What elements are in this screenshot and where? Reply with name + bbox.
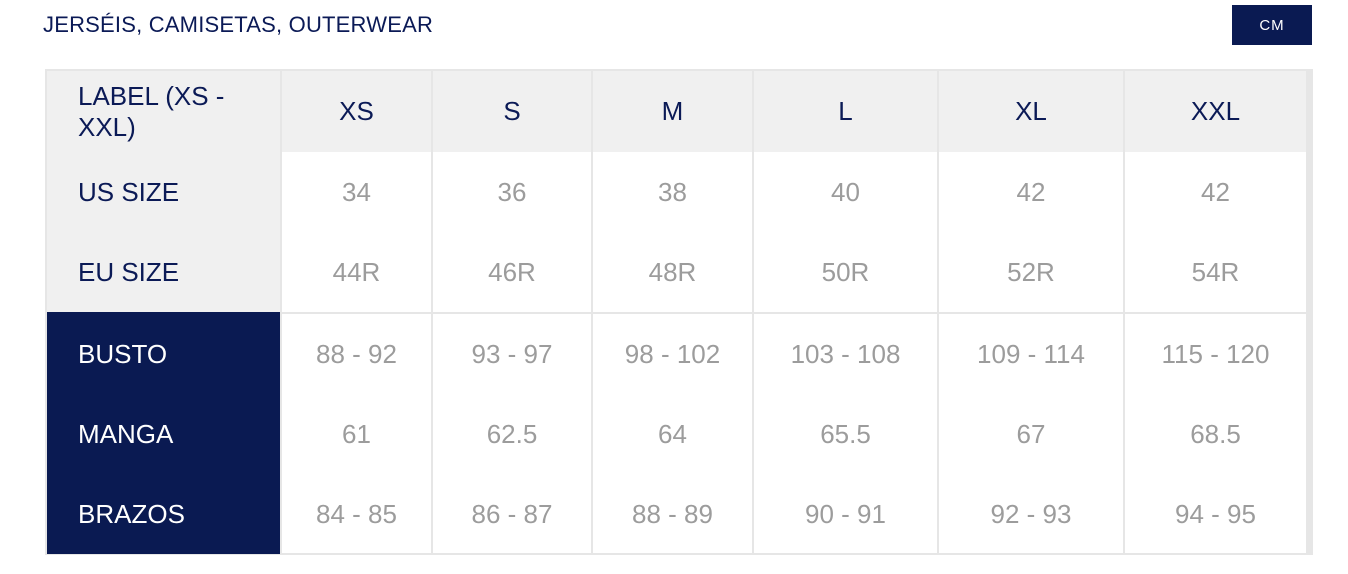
table-row-busto: BUSTO 88 - 92 93 - 97 98 - 102 103 - 108…: [47, 312, 1308, 394]
table-row-us-size: US SIZE 34 36 38 40 42 42: [47, 152, 1308, 232]
table-cell: 46R: [431, 232, 593, 313]
table-cell: 64: [591, 394, 754, 474]
row-label-manga: MANGA: [47, 394, 282, 474]
table-cell: 86 - 87: [431, 474, 593, 554]
table-cell: 54R: [1123, 232, 1308, 313]
table-cell: 42: [1123, 152, 1308, 232]
table-cell: 48R: [591, 232, 754, 313]
table-cell: 42: [937, 152, 1125, 232]
table-cell: 52R: [937, 232, 1125, 313]
table-row-eu-size: EU SIZE 44R 46R 48R 50R 52R 54R: [47, 232, 1308, 313]
row-label-busto: BUSTO: [47, 312, 282, 394]
table-cell: 109 - 114: [937, 312, 1125, 394]
table-row-brazos: BRAZOS 84 - 85 86 - 87 88 - 89 90 - 91 9…: [47, 474, 1308, 554]
table-cell: 44R: [280, 232, 433, 313]
row-label-eu-size: EU SIZE: [47, 232, 282, 313]
table-row-manga: MANGA 61 62.5 64 65.5 67 68.5: [47, 394, 1308, 474]
header-label-cell: LABEL (XS - XXL): [47, 71, 282, 152]
header-size-cell: L: [752, 71, 939, 152]
row-label-us-size: US SIZE: [47, 152, 282, 232]
table-cell: 103 - 108: [752, 312, 939, 394]
row-label-brazos: BRAZOS: [47, 474, 282, 554]
table-cell: 38: [591, 152, 754, 232]
header-size-cell: XL: [937, 71, 1125, 152]
table-cell: 84 - 85: [280, 474, 433, 554]
table-cell: 115 - 120: [1123, 312, 1308, 394]
size-chart-title: JERSÉIS, CAMISETAS, OUTERWEAR: [43, 12, 434, 37]
table-header-row: LABEL (XS - XXL) XS S M L XL XXL: [47, 71, 1308, 152]
table-cell: 88 - 92: [280, 312, 433, 394]
table-cell: 34: [280, 152, 433, 232]
table-cell: 94 - 95: [1123, 474, 1308, 554]
table-cell: 65.5: [752, 394, 939, 474]
header-size-cell: S: [431, 71, 593, 152]
size-chart-table-container: LABEL (XS - XXL) XS S M L XL XXL US SIZE…: [45, 69, 1313, 555]
header-size-cell: XS: [280, 71, 433, 152]
table-cell: 40: [752, 152, 939, 232]
table-cell: 50R: [752, 232, 939, 313]
table-cell: 36: [431, 152, 593, 232]
table-cell: 67: [937, 394, 1125, 474]
header-size-cell: M: [591, 71, 754, 152]
size-chart-table: LABEL (XS - XXL) XS S M L XL XXL US SIZE…: [47, 71, 1308, 554]
table-cell: 93 - 97: [431, 312, 593, 394]
header-size-cell: XXL: [1123, 71, 1308, 152]
table-cell: 88 - 89: [591, 474, 754, 554]
table-cell: 90 - 91: [752, 474, 939, 554]
unit-toggle-button[interactable]: CM: [1232, 5, 1312, 45]
table-cell: 92 - 93: [937, 474, 1125, 554]
table-cell: 62.5: [431, 394, 593, 474]
table-cell: 98 - 102: [591, 312, 754, 394]
table-cell: 61: [280, 394, 433, 474]
table-cell: 68.5: [1123, 394, 1308, 474]
